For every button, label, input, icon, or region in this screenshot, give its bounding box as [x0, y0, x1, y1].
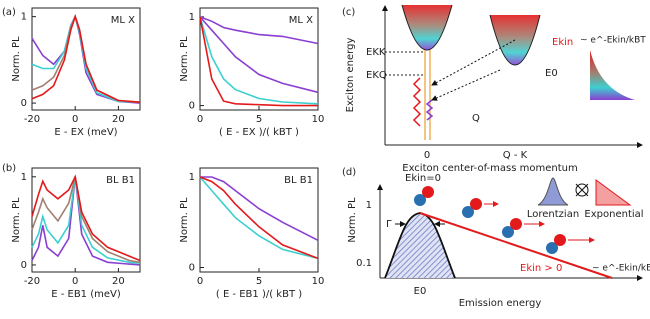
q-label: Q [472, 113, 480, 124]
x-tick-label: 5 [256, 276, 262, 287]
annotation: BL B1 [284, 175, 313, 186]
y-tick-label: 1 [189, 12, 195, 23]
panel-label: (a) [2, 7, 16, 18]
ekin-label: Ekin [552, 37, 573, 48]
line [31, 174, 141, 262]
panel-label: (c) [342, 7, 355, 18]
line [199, 16, 318, 107]
diagram-d: 1 0.1 Norm. PL Γ E0 Emission energy Ekin… [347, 173, 650, 309]
x-tick-label: 20 [112, 114, 125, 125]
x-tick-label: 0 [197, 114, 203, 125]
y-tick-label: 1 [366, 200, 372, 211]
level-label: EKQ [366, 70, 387, 81]
line [199, 176, 319, 260]
x-label: Exciton center-of-mass momentum [402, 163, 577, 174]
line [31, 176, 141, 264]
x-tick-label: 0 [72, 114, 78, 125]
x-tick-label: -20 [24, 276, 40, 287]
line [199, 16, 319, 45]
x-label: E - EB1 (meV) [51, 289, 121, 300]
x-tick-label: 0 [197, 276, 203, 287]
gamma-label: Γ [386, 219, 392, 230]
annotation: ML X [289, 15, 313, 26]
line [31, 176, 141, 266]
y-label: Exciton energy [345, 38, 356, 113]
x-label: ( E - EX )/( kBT ) [219, 127, 299, 138]
y-label: Norm. PL [179, 36, 190, 82]
line [200, 176, 319, 242]
x-tick-label: 20 [112, 276, 125, 287]
y-tick-label: 1 [21, 12, 27, 23]
e0-label: E0 [414, 286, 427, 297]
line [199, 16, 319, 105]
ekin-pos-label: Ekin > 0 [520, 263, 562, 274]
x-label: Emission energy [459, 298, 542, 309]
panel-label: (d) [342, 167, 356, 178]
x-label: E - EX (meV) [54, 127, 117, 138]
y-label: Norm. PL [11, 197, 22, 243]
x-tick-label: 10 [312, 114, 325, 125]
legend-label: Exponential [584, 209, 643, 220]
legend-label: Lorentzian [527, 209, 579, 220]
y-tick-label: 0 [21, 98, 27, 109]
line [31, 14, 141, 103]
y-label: Norm. PL [347, 197, 358, 243]
plot-frame [31, 167, 141, 273]
line [199, 176, 319, 260]
y-tick-label: 1 [189, 172, 195, 183]
level-label: EKK [366, 47, 386, 58]
y-label: Norm. PL [179, 197, 190, 243]
ekin-zero-label: Ekin=0 [405, 173, 441, 184]
line [31, 176, 141, 264]
x-tick-label: -20 [24, 114, 40, 125]
line [199, 16, 319, 94]
annotation: BL B1 [106, 175, 135, 186]
annotation: ML X [111, 15, 135, 26]
diagram-c: Exciton energy Exciton center-of-mass mo… [345, 4, 646, 174]
y-tick-label: 0 [21, 260, 27, 271]
e0-label: E0 [545, 68, 558, 79]
y-tick-label: 0 [189, 262, 195, 273]
boltzmann-label: ~ e^-Ekin/kBT [580, 36, 646, 46]
x-tick-label: Q - K [503, 150, 528, 161]
panel-label: (b) [2, 163, 16, 174]
y-tick-label: 1 [21, 172, 27, 183]
x-tick-label: 10 [312, 276, 325, 287]
x-tick-label: 0 [424, 150, 430, 161]
x-tick-label: 5 [256, 114, 262, 125]
y-label: Norm. PL [11, 36, 22, 82]
plot-frame [31, 7, 141, 111]
x-tick-label: 0 [72, 276, 78, 287]
x-label: ( E - EB1 )/( kBT ) [216, 289, 302, 300]
y-tick-label: 0.1 [356, 258, 372, 269]
boltzmann-label: ~ e^-Ekin/kBT [592, 264, 650, 274]
y-tick-label: 0 [189, 101, 195, 112]
